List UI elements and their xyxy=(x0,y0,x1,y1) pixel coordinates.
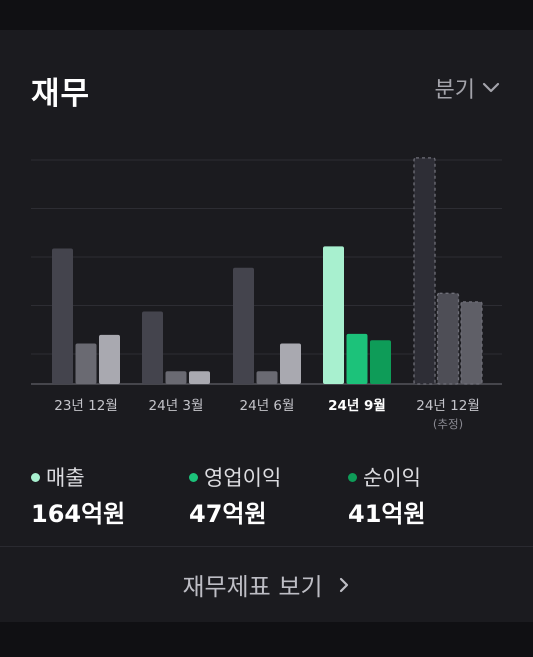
legend-value-net-profit: 41억원 xyxy=(348,500,426,528)
chevron-right-icon xyxy=(339,577,348,592)
bar-operating-profit-4 xyxy=(436,292,460,385)
bar-revenue-2 xyxy=(233,267,254,384)
bar-operating-profit-3 xyxy=(346,333,368,384)
x-tick-label-3: 24년 9월 xyxy=(328,397,386,414)
bar-operating-profit-1 xyxy=(165,371,187,384)
legend-net-profit: 순이익 41억원 xyxy=(348,462,508,529)
legend-label-net-profit: 순이익 xyxy=(363,466,421,490)
x-tick-label-0: 23년 12월 xyxy=(54,398,118,414)
bar-operating-profit-2 xyxy=(256,371,278,384)
period-label: 분기 xyxy=(434,78,475,103)
bar-revenue-3 xyxy=(323,246,344,384)
legend-revenue: 매출 164억원 xyxy=(31,462,191,529)
bar-net-profit-2 xyxy=(280,343,301,384)
legend-label-revenue: 매출 xyxy=(46,466,85,490)
x-tick-label-4: 24년 12월 xyxy=(416,398,480,414)
bar-net-profit-1 xyxy=(189,371,210,384)
period-dropdown[interactable]: 분기 xyxy=(435,72,501,104)
bar-revenue-0 xyxy=(52,248,73,384)
bar-net-profit-3 xyxy=(370,340,391,384)
bar-revenue-1 xyxy=(142,311,163,384)
net-profit-legend-dot xyxy=(348,472,357,482)
x-tick-label-2: 24년 6월 xyxy=(240,398,295,414)
x-tick-sublabel-4: (추정) xyxy=(433,417,463,431)
finance-bar-chart: 23년 12월 24년 3월 24년 6월 24년 9월 24년 12월 (추정) xyxy=(31,157,502,431)
operating-profit-legend-dot xyxy=(189,472,198,482)
view-financial-statements-link[interactable]: 재무제표 보기 xyxy=(0,547,533,622)
bar-net-profit-0 xyxy=(99,334,120,384)
bar-revenue-4 xyxy=(413,157,436,385)
footer-link-label: 재무제표 보기 xyxy=(182,573,323,601)
bar-operating-profit-0 xyxy=(75,343,97,384)
chevron-down-icon xyxy=(482,82,500,93)
bar-net-profit-4 xyxy=(460,301,483,385)
legend-operating-profit: 영업이익 47억원 xyxy=(189,462,349,529)
revenue-legend-dot xyxy=(31,472,40,482)
legend-value-operating-profit: 47억원 xyxy=(189,500,267,528)
divider xyxy=(0,546,533,547)
card-title: 재무 xyxy=(31,76,91,112)
finance-card: 재무 분기 23년 12월 24년 3월 24년 6월 24년 9월 24년 12월 (추… xyxy=(0,30,533,622)
legend-value-revenue: 164억원 xyxy=(31,500,126,528)
legend-label-operating-profit: 영업이익 xyxy=(204,466,282,490)
x-tick-label-1: 24년 3월 xyxy=(149,398,204,414)
